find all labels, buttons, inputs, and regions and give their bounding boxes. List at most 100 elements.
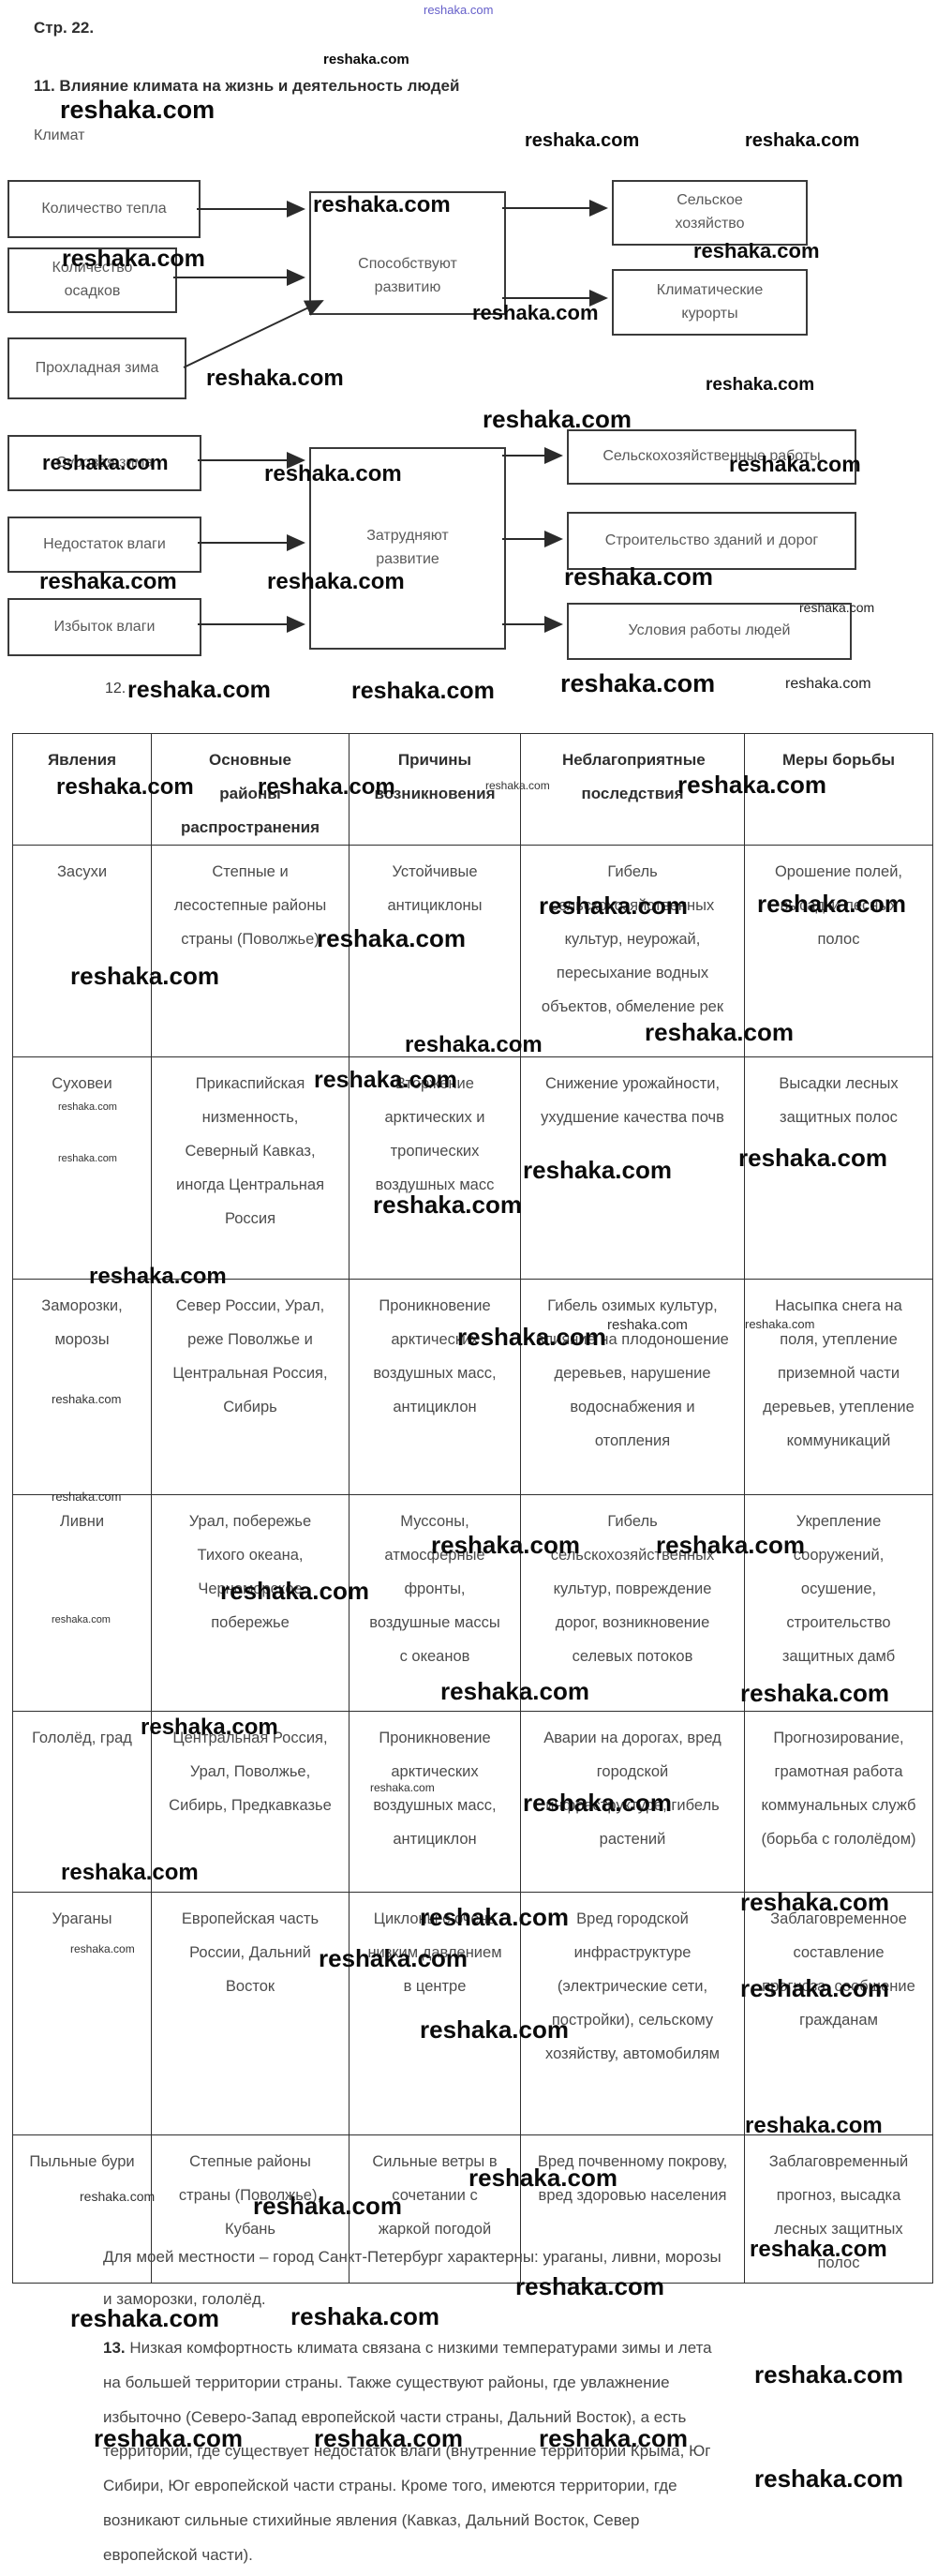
cell-consequences: Снижение урожайности, ухудшение качества… — [520, 1056, 745, 1280]
watermark: reshaka.com — [472, 301, 599, 324]
flow1-input-precipitation-label: Количество осадков — [52, 260, 133, 299]
watermark: reshaka.com — [693, 239, 820, 262]
watermark: reshaka.com — [539, 891, 688, 920]
watermark: reshaka.com — [56, 774, 194, 800]
cell-consequences: Аварии на дорогах, вред городской инфрас… — [520, 1711, 745, 1893]
watermark: reshaka.com — [468, 2164, 617, 2192]
flow1-input-heat: Количество тепла — [7, 180, 201, 238]
flow1-input-cool-winter-label: Прохладная зима — [35, 359, 159, 376]
watermark: reshaka.com — [745, 2113, 883, 2138]
watermark: reshaka.com — [220, 1577, 369, 1605]
cell-phenomenon: Ураганы — [12, 1892, 152, 2135]
watermark: reshaka.com — [515, 2272, 664, 2300]
cell-phenomenon: Ливни — [12, 1494, 152, 1712]
flow2-output-agrowork: Сельскохозяйственные работы — [567, 429, 856, 485]
flow1-output-agriculture-label: Сельское хозяйство — [675, 192, 745, 232]
watermark: reshaka.com — [141, 1715, 278, 1740]
watermark: reshaka.com — [483, 405, 632, 433]
cell-consequences: Гибель озимых культур, влияние на плодон… — [520, 1279, 745, 1495]
watermark: reshaka.com — [351, 678, 495, 704]
watermark: reshaka.com — [267, 569, 405, 594]
flow1-center-promote-label: Способствуют развитию — [358, 256, 457, 296]
watermark: reshaka.com — [745, 130, 860, 151]
task13-line: европейской части). — [103, 2545, 253, 2564]
watermark: reshaka.com — [560, 669, 716, 697]
watermark: reshaka.com — [314, 1067, 457, 1093]
watermark: reshaka.com — [58, 1101, 117, 1113]
page-number-label: Стр. 22. — [34, 19, 95, 37]
cell-consequences: Гибель сельскохозяйственных культур, пов… — [520, 1494, 745, 1712]
cell-regions: Север России, Урал, реже Поволжье и Цент… — [151, 1279, 350, 1495]
watermark: reshaka.com — [264, 461, 402, 487]
watermark: reshaka.com — [80, 2189, 156, 2204]
cell-phenomenon: Пыльные бури — [12, 2134, 152, 2284]
locality-note-line: Для моей местности – город Санкт-Петербу… — [103, 2248, 721, 2266]
table-row: Пыльные бури Степные районы страны (Повол… — [12, 2134, 933, 2284]
watermark: reshaka.com — [523, 1156, 672, 1184]
cell-measures: Прогнозирование, грамотная работа коммун… — [744, 1711, 933, 1893]
flow1-center-promote: Способствуют развитию — [309, 191, 506, 315]
cell-regions: Прикаспийская низменность, Северный Кавк… — [151, 1056, 350, 1280]
flow1-output-resorts: Климатические курорты — [612, 269, 808, 336]
watermark: reshaka.com — [424, 3, 494, 17]
cell-consequences: Гибель сельскохозяйственных культур, неу… — [520, 845, 745, 1057]
climate-label: Климат — [34, 127, 85, 143]
watermark: reshaka.com — [42, 451, 169, 474]
table-row: Ураганы Европейская часть России, Дальний… — [12, 1892, 933, 2135]
flow2-input-moisture-excess: Избыток влаги — [7, 598, 201, 656]
cell-measures: Насыпка снега на поля, утепление приземн… — [744, 1279, 933, 1495]
watermark: reshaka.com — [485, 779, 550, 792]
watermark: reshaka.com — [785, 676, 871, 692]
watermark: reshaka.com — [754, 2464, 903, 2493]
flow1-input-heat-label: Количество тепла — [41, 200, 167, 217]
flow2-input-moisture-lack: Недостаток влаги — [7, 517, 201, 573]
watermark: reshaka.com — [405, 1032, 543, 1057]
locality-note-line: и заморозки, гололёд. — [103, 2290, 266, 2308]
cell-regions: Европейская часть России, Дальний Восток — [151, 1892, 350, 2135]
watermark: reshaka.com — [323, 52, 409, 67]
watermark: reshaka.com — [52, 1614, 111, 1625]
task13-line: 13. Низкая комфортность климата связана … — [103, 2339, 712, 2357]
cell-measures: Заблаговременный прогноз, высадка лесных… — [744, 2134, 933, 2284]
cell-phenomenon: Засухи — [12, 845, 152, 1057]
watermark: reshaka.com — [373, 1191, 522, 1219]
column-header-label: Меры борьбы — [782, 751, 895, 769]
watermark: reshaka.com — [745, 1317, 815, 1331]
table-row: Засухи Степные и лесостепные районы стран… — [12, 845, 933, 1057]
watermark: reshaka.com — [52, 1490, 122, 1504]
cell-consequences: Вред городской инфраструктуре (электриче… — [520, 1892, 745, 2135]
watermark: reshaka.com — [290, 2302, 439, 2330]
watermark: reshaka.com — [89, 1264, 227, 1289]
column-header: Неблагоприятные последствия — [520, 733, 745, 846]
watermark: reshaka.com — [729, 452, 861, 476]
watermark: reshaka.com — [706, 375, 815, 395]
flow2-input-severe-winter-label: Суровая зима — [55, 454, 154, 471]
task13-line: избыточно (Северо-Запад европейской част… — [103, 2407, 687, 2426]
column-header-label: Неблагоприятные последствия — [562, 751, 706, 802]
watermark: reshaka.com — [740, 1679, 889, 1707]
watermark: reshaka.com — [258, 774, 395, 800]
flow2-center-hinder: Затрудняют развитие — [309, 447, 506, 650]
cell-measures: Заблаговременное составление прогноза, с… — [744, 1892, 933, 2135]
table-row: Заморозки, морозы Север России, Урал, реж… — [12, 1279, 933, 1495]
cell-causes: Устойчивые антициклоны — [349, 845, 521, 1057]
watermark: reshaka.com — [253, 2192, 402, 2220]
watermark: reshaka.com — [564, 562, 713, 591]
watermark: reshaka.com — [70, 1942, 135, 1955]
flow1-input-precipitation: Количество осадков — [7, 247, 177, 313]
watermark: reshaka.com — [60, 96, 216, 124]
watermark: reshaka.com — [70, 2304, 219, 2332]
watermark: reshaka.com — [440, 1677, 589, 1705]
column-header: Причины возникновения — [349, 733, 521, 846]
task11-title: 11. Влияние климата на жизнь и деятельно… — [34, 77, 460, 95]
watermark: reshaka.com — [754, 2360, 903, 2389]
cell-regions: Центральная Россия, Урал, Поволжье, Сиби… — [151, 1711, 350, 1893]
watermark: reshaka.com — [314, 2424, 463, 2452]
climate-phenomena-table: Явления Основные районы распространения Пр… — [12, 733, 933, 2284]
watermark: reshaka.com — [94, 2424, 243, 2452]
cell-causes: Проникновение арктических воздушных масс… — [349, 1711, 521, 1893]
flow1-output-resorts-label: Климатические курорты — [656, 281, 764, 322]
cell-regions: Степные и лесостепные районы страны (Пов… — [151, 845, 350, 1057]
flow1-input-cool-winter: Прохладная зима — [7, 337, 186, 399]
